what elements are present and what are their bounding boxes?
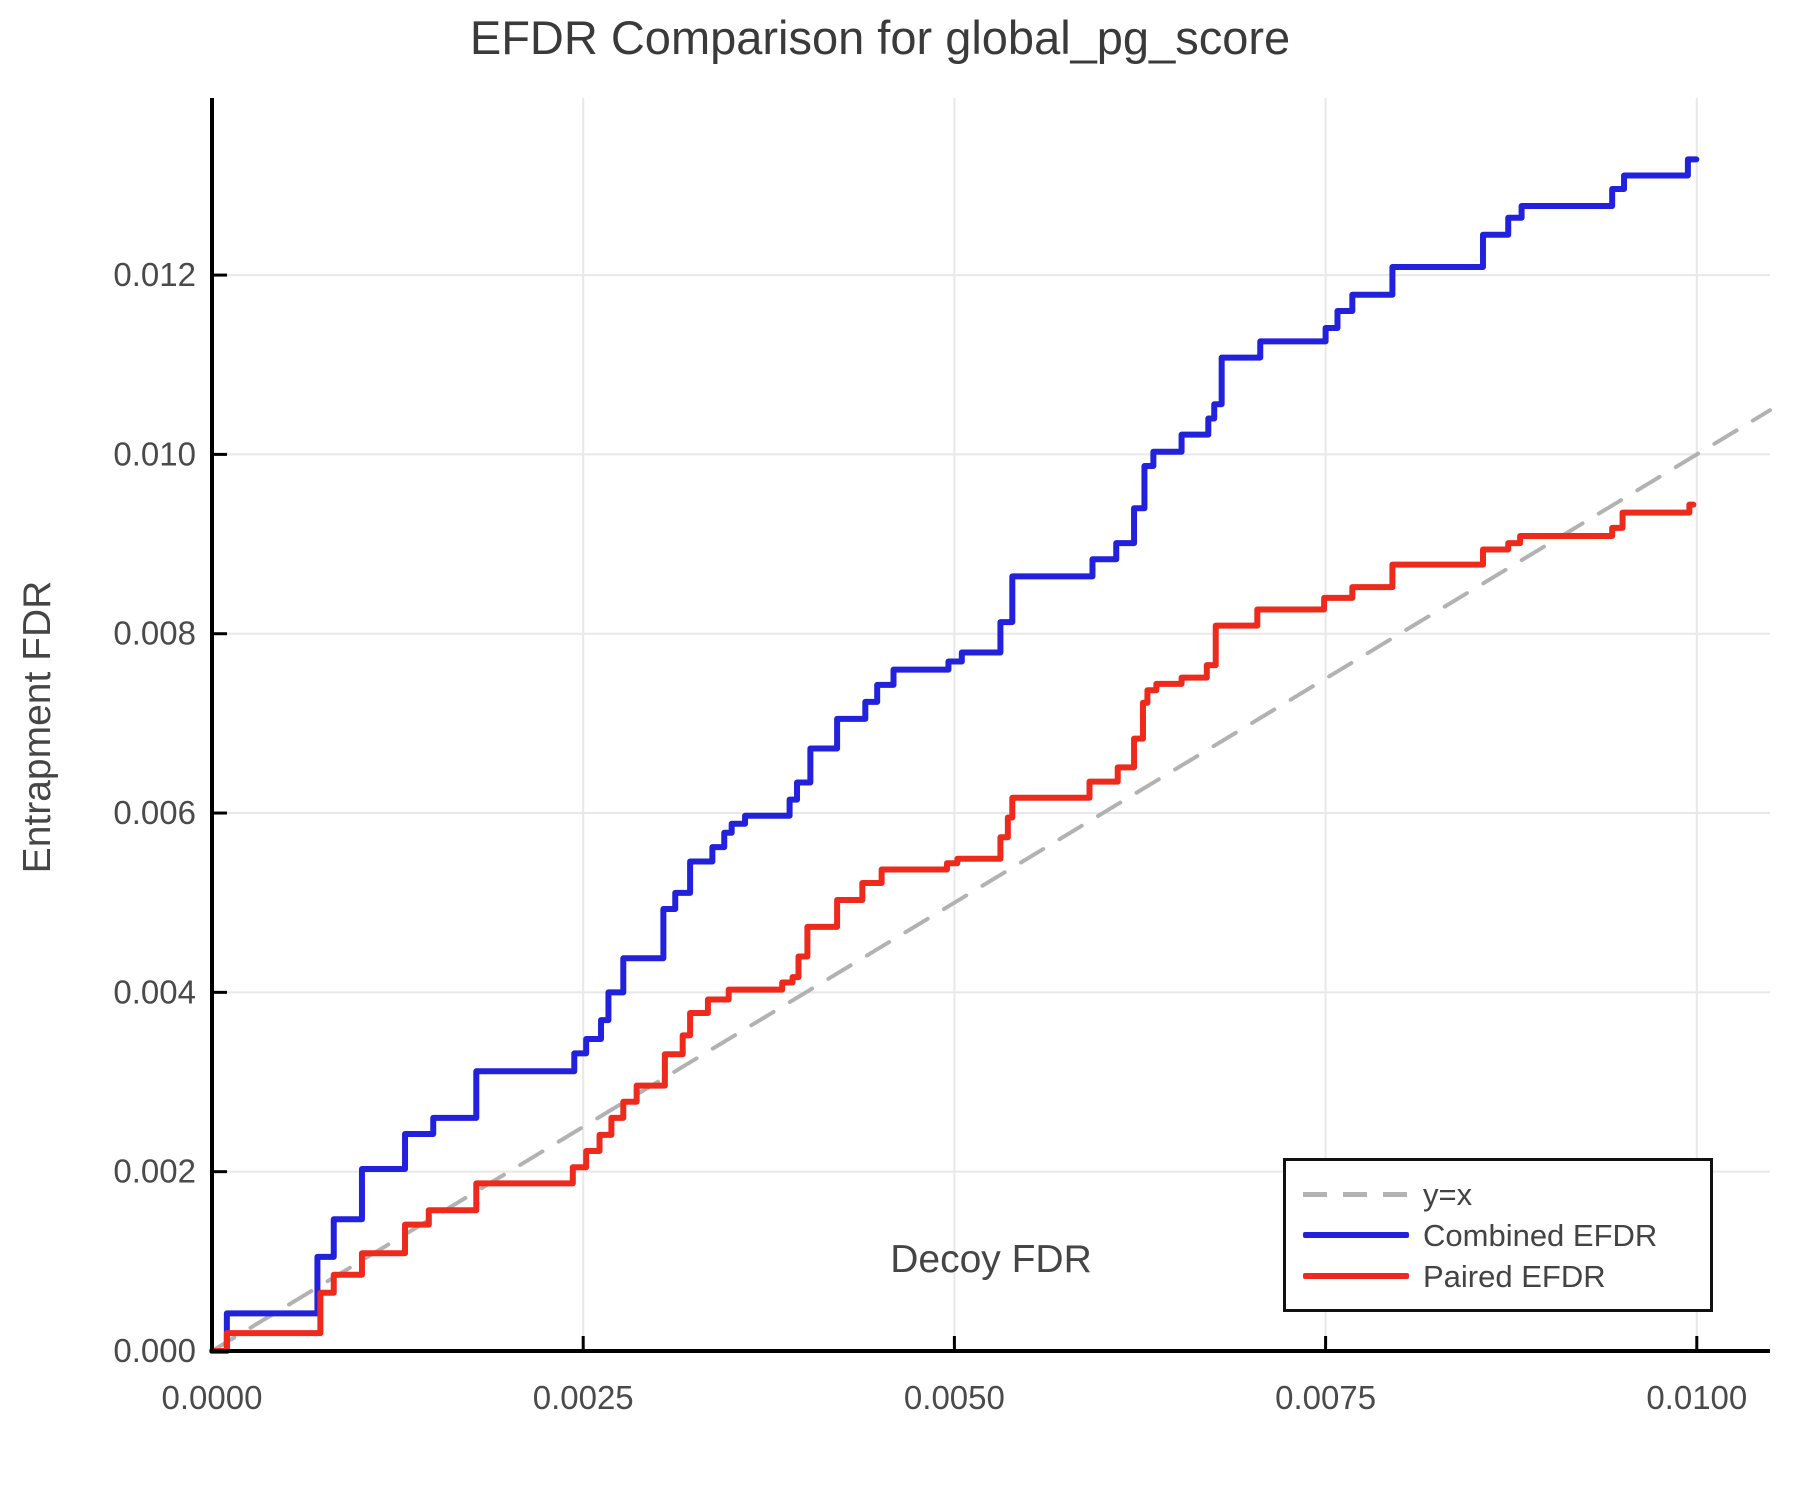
y-tick-label: 0.000 xyxy=(113,1332,196,1369)
y-tick-label: 0.008 xyxy=(113,615,196,652)
y-tick-label: 0.010 xyxy=(113,435,196,472)
x-axis-label: Decoy FDR xyxy=(890,1238,1092,1281)
combined-line-sample xyxy=(1303,1232,1409,1238)
series-combined-efdr xyxy=(209,156,1700,1354)
series-y-x xyxy=(210,408,1772,1353)
legend-item-identity: y=x xyxy=(1286,1176,1710,1213)
x-tick-label: 0.0075 xyxy=(1275,1379,1376,1416)
legend-item-paired: Paired EFDR xyxy=(1286,1258,1710,1295)
y-tick-label: 0.002 xyxy=(113,1153,196,1190)
identity-line-sample xyxy=(1303,1191,1409,1197)
legend-label: Paired EFDR xyxy=(1423,1258,1606,1294)
chart-title: EFDR Comparison for global_pg_score xyxy=(469,11,1291,64)
legend-label: Combined EFDR xyxy=(1423,1217,1658,1253)
legend-item-combined: Combined EFDR xyxy=(1286,1217,1710,1254)
legend-label: y=x xyxy=(1423,1176,1473,1212)
x-tick-label: 0.0025 xyxy=(533,1379,634,1416)
y-tick-label: 0.006 xyxy=(113,794,196,831)
series-paired-efdr xyxy=(209,501,1697,1354)
x-tick-label: 0.0100 xyxy=(1646,1379,1747,1416)
y-tick-label: 0.012 xyxy=(113,256,196,293)
paired-line-sample xyxy=(1303,1273,1409,1279)
legend: y=x Combined EFDR Paired EFDR xyxy=(1283,1158,1713,1312)
y-axis-label: Entrapment FDR xyxy=(16,580,59,874)
y-tick-label: 0.004 xyxy=(113,973,196,1010)
x-tick-label: 0.0000 xyxy=(162,1379,263,1416)
x-tick-label: 0.0050 xyxy=(904,1379,1005,1416)
